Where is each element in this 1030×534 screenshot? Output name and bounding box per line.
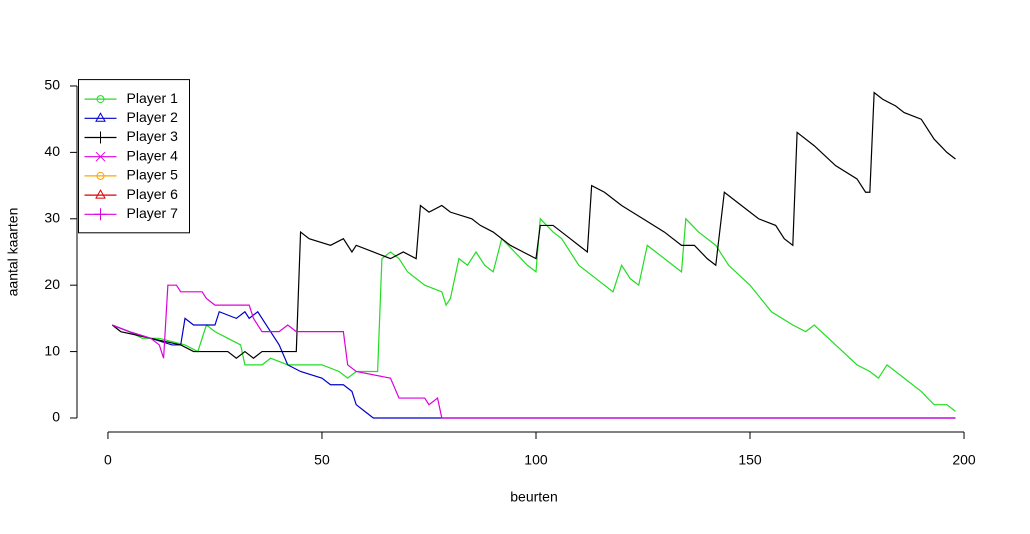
x-axis-label: beurten — [510, 489, 557, 505]
y-tick-label: 30 — [44, 209, 60, 225]
legend-marker — [94, 208, 107, 221]
y-tick-label: 10 — [44, 342, 60, 358]
x-tick-label: 200 — [952, 452, 976, 468]
y-tick-label: 50 — [44, 77, 60, 93]
x-tick-label: 0 — [104, 452, 112, 468]
legend-label: Player 2 — [127, 109, 179, 125]
legend-label: Player 3 — [127, 128, 179, 144]
legend-marker — [95, 151, 106, 162]
legend-marker — [96, 171, 105, 180]
y-tick-label: 0 — [52, 409, 60, 425]
y-axis-label: aantal kaarten — [5, 208, 21, 297]
legend-marker — [94, 131, 107, 144]
y-tick-label: 20 — [44, 276, 60, 292]
series-line — [111, 91, 956, 359]
legend-label: Player 6 — [127, 186, 179, 202]
legend-marker — [95, 112, 106, 122]
x-tick-label: 150 — [738, 452, 762, 468]
legend-label: Player 5 — [127, 167, 179, 183]
legend-marker — [96, 95, 105, 104]
legend-label: Player 4 — [127, 147, 179, 163]
legend-label: Player 1 — [127, 90, 179, 106]
series-line — [112, 284, 956, 419]
y-tick-label: 40 — [44, 143, 60, 159]
legend-marker — [95, 189, 106, 199]
x-tick-label: 50 — [314, 452, 330, 468]
series-line — [112, 217, 956, 412]
legend-label: Player 7 — [127, 205, 179, 221]
x-tick-label: 100 — [524, 452, 548, 468]
